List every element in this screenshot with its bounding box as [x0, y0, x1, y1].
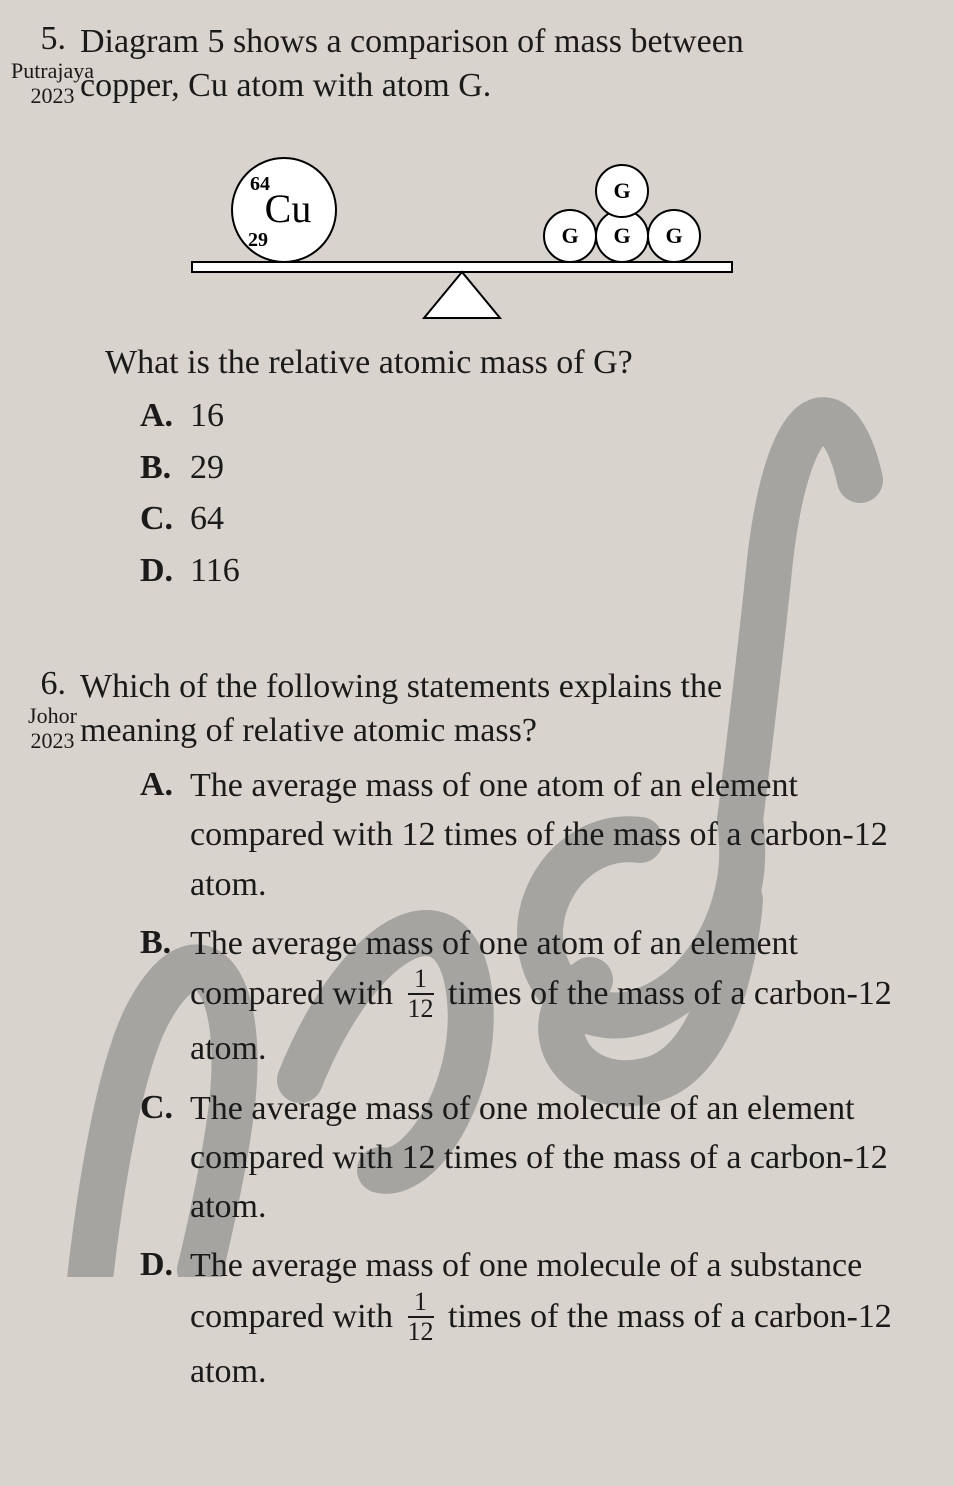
sub-question: What is the relative atomic mass of G? — [105, 340, 914, 386]
frac-den: 12 — [408, 1318, 434, 1345]
q5-text-line1: Diagram 5 shows a comparison of mass bet… — [80, 23, 744, 60]
question-5: 5. Diagram 5 shows a comparison of mass … — [10, 20, 914, 595]
options-list: A. 16 B. 29 C. 64 D. 116 — [140, 392, 914, 594]
source-tag: Johor 2023 — [10, 703, 95, 754]
question-6: 6. Which of the following statements exp… — [10, 665, 914, 1396]
option-letter: C. — [140, 1084, 190, 1132]
fraction-icon: 112 — [408, 966, 434, 1022]
option-text: The average mass of one atom of an eleme… — [190, 919, 914, 1074]
source-tag: Putrajaya 2023 — [10, 58, 95, 109]
option-letter: C. — [140, 495, 190, 543]
options-list: A. The average mass of one atom of an el… — [140, 761, 914, 1396]
question-text: Which of the following statements explai… — [80, 665, 914, 753]
option-b: B. The average mass of one atom of an el… — [140, 919, 914, 1074]
option-text: 29 — [190, 444, 914, 492]
svg-text:Cu: Cu — [265, 186, 312, 231]
question-number: 5. — [10, 20, 80, 58]
option-d: D. 116 — [140, 547, 914, 595]
svg-text:G: G — [561, 223, 578, 248]
option-a: A. The average mass of one atom of an el… — [140, 761, 914, 909]
source-year: 2023 — [10, 728, 95, 753]
q5-text-line2: copper, Cu atom with atom G. — [80, 67, 491, 104]
option-text: 16 — [190, 392, 914, 440]
svg-text:64: 64 — [250, 173, 270, 195]
question-number: 6. — [10, 665, 80, 703]
question-text: Diagram 5 shows a comparison of mass bet… — [80, 20, 914, 108]
option-letter: A. — [140, 392, 190, 440]
q6-text-line1: Which of the following statements explai… — [80, 668, 722, 705]
source-region: Johor — [10, 703, 95, 728]
frac-num: 1 — [408, 1289, 434, 1318]
option-letter: D. — [140, 1241, 190, 1289]
source-year: 2023 — [10, 83, 95, 108]
option-c: C. The average mass of one molecule of a… — [140, 1084, 914, 1232]
option-c: C. 64 — [140, 495, 914, 543]
option-b: B. 29 — [140, 444, 914, 492]
balance-diagram: Cu6429GGGG — [10, 122, 914, 322]
option-text: The average mass of one molecule of an e… — [190, 1084, 914, 1232]
svg-text:G: G — [665, 223, 682, 248]
svg-text:G: G — [613, 223, 630, 248]
option-text: 116 — [190, 547, 914, 595]
svg-text:G: G — [613, 178, 630, 203]
source-region: Putrajaya — [10, 58, 95, 83]
option-letter: A. — [140, 761, 190, 809]
option-text: 64 — [190, 495, 914, 543]
option-a: A. 16 — [140, 392, 914, 440]
option-letter: D. — [140, 547, 190, 595]
option-d: D. The average mass of one molecule of a… — [140, 1241, 914, 1396]
frac-den: 12 — [408, 995, 434, 1022]
option-text: The average mass of one atom of an eleme… — [190, 761, 914, 909]
option-letter: B. — [140, 919, 190, 967]
balance-svg: Cu6429GGGG — [172, 122, 752, 322]
q6-text-line2: meaning of relative atomic mass? — [80, 712, 537, 749]
option-letter: B. — [140, 444, 190, 492]
option-text: The average mass of one molecule of a su… — [190, 1241, 914, 1396]
frac-num: 1 — [408, 966, 434, 995]
svg-text:29: 29 — [248, 229, 268, 251]
fraction-icon: 112 — [408, 1289, 434, 1345]
